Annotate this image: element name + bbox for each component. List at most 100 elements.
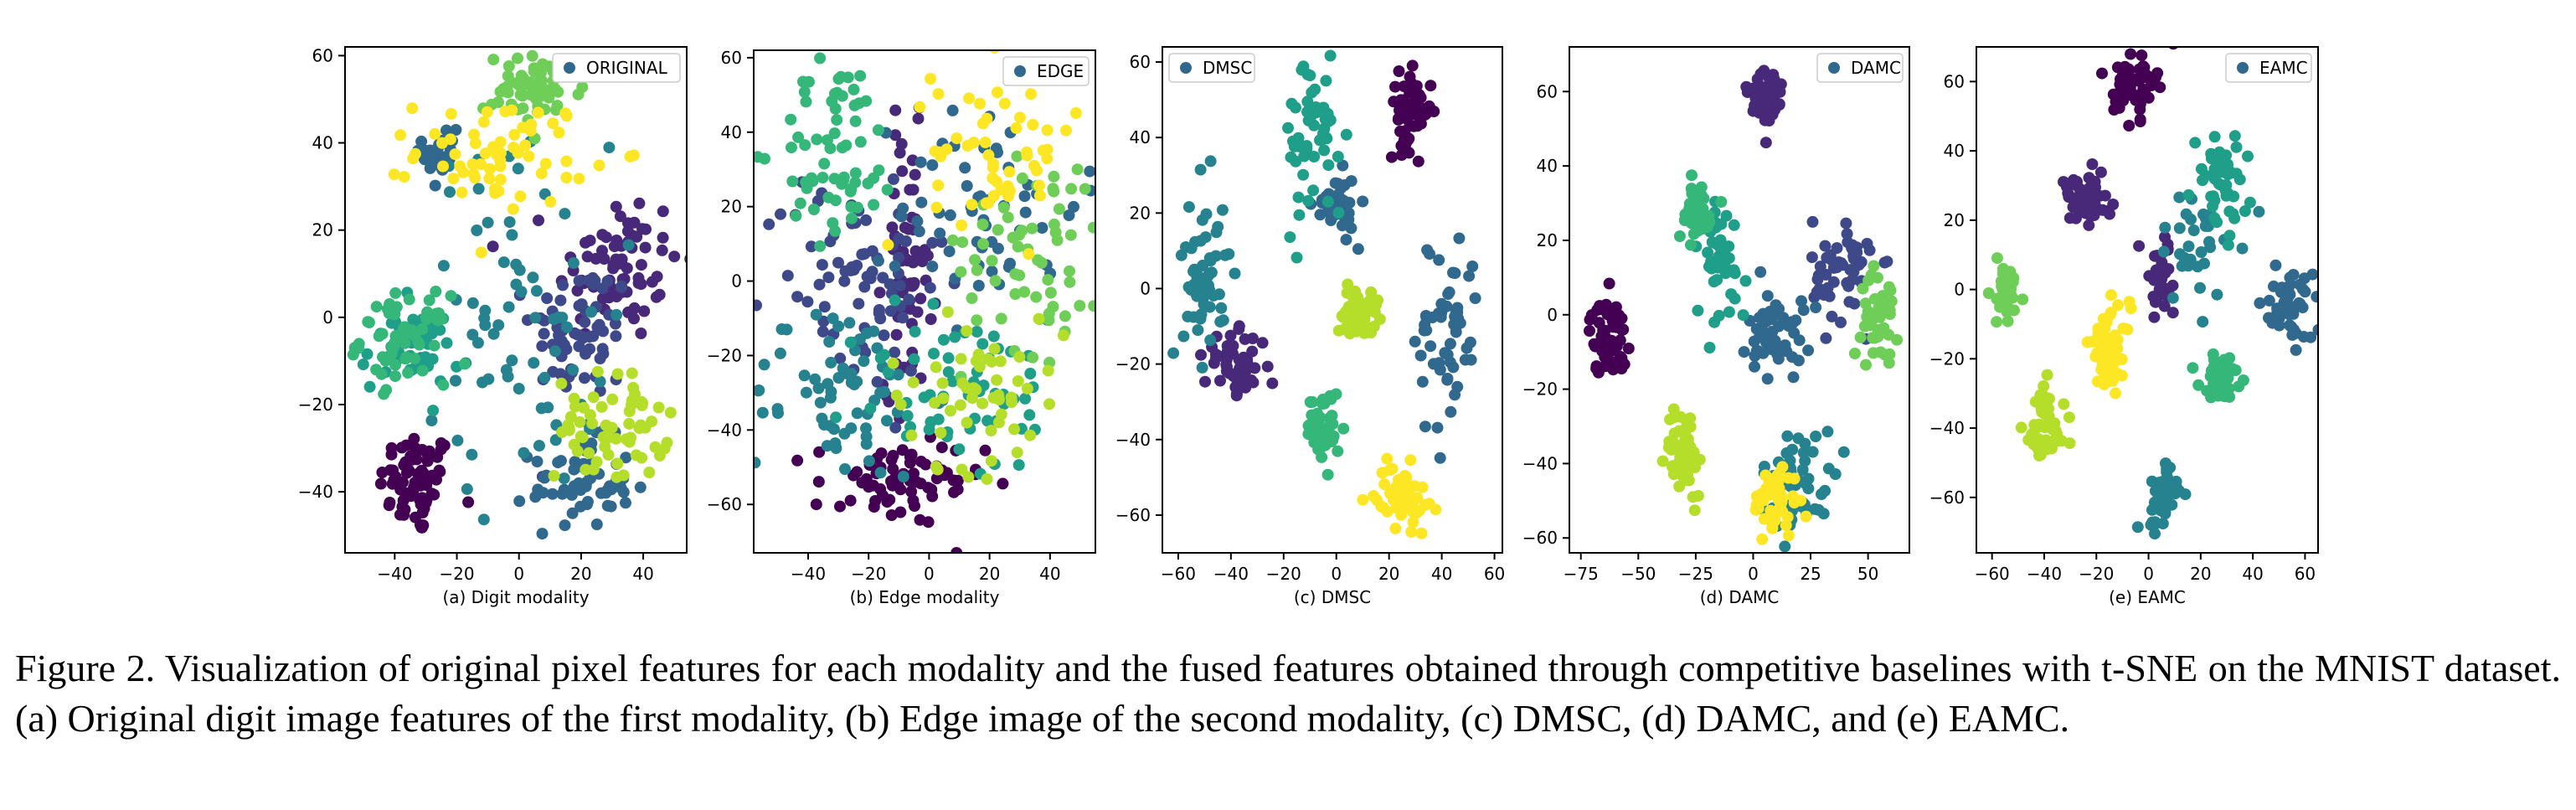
x-tick-label: 20 xyxy=(1378,564,1399,584)
scatter-point xyxy=(824,391,837,404)
scatter-point xyxy=(1797,304,1810,317)
scatter-point xyxy=(1019,392,1032,405)
scatter-point xyxy=(2151,488,2164,500)
scatter-point xyxy=(2083,172,2095,184)
scatter-point xyxy=(951,132,963,145)
scatter-point xyxy=(786,142,797,154)
scatter-point xyxy=(2058,176,2069,188)
scatter-point xyxy=(521,78,533,90)
scatter-point xyxy=(1332,151,1344,163)
scatter-point xyxy=(533,62,545,75)
scatter-point xyxy=(622,239,635,251)
scatter-point xyxy=(1435,297,1448,310)
scatter-point xyxy=(982,149,995,162)
scatter-point xyxy=(807,204,820,215)
scatter-point xyxy=(1224,329,1237,342)
x-tick-label: 40 xyxy=(1431,564,1452,584)
scatter-point xyxy=(1862,274,1875,286)
scatter-point xyxy=(1596,345,1609,358)
scatter-point xyxy=(2208,131,2221,143)
scatter-point xyxy=(2099,189,2111,202)
scatter-point xyxy=(664,406,677,419)
scatter-panel-3: −60 −40 −20 0 20 40 60 −60 −40 −20 0 20 40 60 DMSC (c) … xyxy=(1115,46,1505,607)
scatter-point xyxy=(2168,482,2181,495)
scatter-point xyxy=(812,476,825,488)
scatter-point xyxy=(1837,446,1850,458)
scatter-point xyxy=(497,256,510,269)
scatter-point xyxy=(656,244,668,256)
scatter-point xyxy=(1033,179,1045,192)
scatter-point xyxy=(864,402,877,415)
scatter-point xyxy=(610,330,622,343)
scatter-point xyxy=(872,124,884,137)
legend: EDGE xyxy=(1002,56,1090,86)
scatter-point xyxy=(487,54,500,66)
scatter-point xyxy=(2041,419,2053,431)
scatter-point xyxy=(1381,505,1394,518)
scatter-point xyxy=(512,147,524,159)
scatter-point xyxy=(1302,194,1315,207)
scatter-point xyxy=(1236,362,1249,374)
scatter-point xyxy=(1013,351,1026,364)
scatter-point xyxy=(553,126,565,139)
scatter-point xyxy=(403,464,415,477)
scatter-point xyxy=(1282,121,1294,134)
scatter-points xyxy=(1167,49,1481,539)
scatter-point xyxy=(554,368,567,380)
scatter-panel-1: −40 −20 0 20 40 −40 −20 0 20 40 60 ORIGINAL (a) Digi… xyxy=(298,45,688,607)
scatter-point xyxy=(535,168,548,180)
scatter-point xyxy=(1033,189,1046,202)
scatter-point xyxy=(568,463,580,476)
scatter-point xyxy=(1349,285,1362,297)
scatter-point xyxy=(1064,229,1077,241)
scatter-point xyxy=(930,361,942,374)
scatter-point xyxy=(2038,380,2050,392)
scatter-point xyxy=(827,423,840,436)
scatter-point xyxy=(2040,443,2053,456)
scatter-point xyxy=(979,444,992,457)
scatter-point xyxy=(437,379,450,391)
scatter-point xyxy=(889,104,902,116)
scatter-point xyxy=(971,326,983,338)
scatter-point xyxy=(817,172,829,183)
plot-frame xyxy=(344,46,688,554)
scatter-point xyxy=(1293,209,1306,221)
scatter-point xyxy=(559,519,571,532)
scatter-point xyxy=(477,116,490,128)
scatter-point xyxy=(2159,221,2172,234)
scatter-point xyxy=(1846,239,1858,251)
scatter-point xyxy=(651,271,663,283)
scatter-point xyxy=(1865,319,1878,332)
scatter-point xyxy=(413,338,425,351)
scatter-point xyxy=(937,392,950,405)
scatter-point xyxy=(1247,376,1260,389)
scatter-point xyxy=(1307,184,1320,197)
scatter-point xyxy=(1857,282,1869,295)
scatter-point xyxy=(451,434,464,446)
scatter-point xyxy=(2096,204,2109,216)
scatter-point xyxy=(2134,113,2146,126)
scatter-point xyxy=(1427,358,1440,370)
scatter-point xyxy=(2058,398,2070,410)
scatter-point xyxy=(2166,307,2179,319)
scatter-point xyxy=(894,398,907,410)
scatter-point xyxy=(668,250,681,263)
scatter-point xyxy=(1049,226,1062,239)
scatter-point xyxy=(1084,165,1095,178)
scatter-point xyxy=(635,419,647,431)
scatter-point xyxy=(2192,261,2204,273)
scatter-point xyxy=(1005,391,1018,404)
scatter-point xyxy=(902,223,914,235)
scatter-point xyxy=(1404,70,1416,83)
scatter-point xyxy=(623,417,636,430)
scatter-point xyxy=(1002,211,1014,224)
scatter-point xyxy=(832,73,845,85)
scatter-point xyxy=(515,286,528,298)
x-tick-label: 50 xyxy=(1857,564,1878,584)
scatter-point xyxy=(1821,426,1834,438)
scatter-point xyxy=(890,390,903,402)
scatter-point xyxy=(591,365,604,378)
y-tick-label: −40 xyxy=(298,482,333,502)
scatter-point xyxy=(1416,375,1429,388)
scatter-point xyxy=(2136,49,2148,62)
